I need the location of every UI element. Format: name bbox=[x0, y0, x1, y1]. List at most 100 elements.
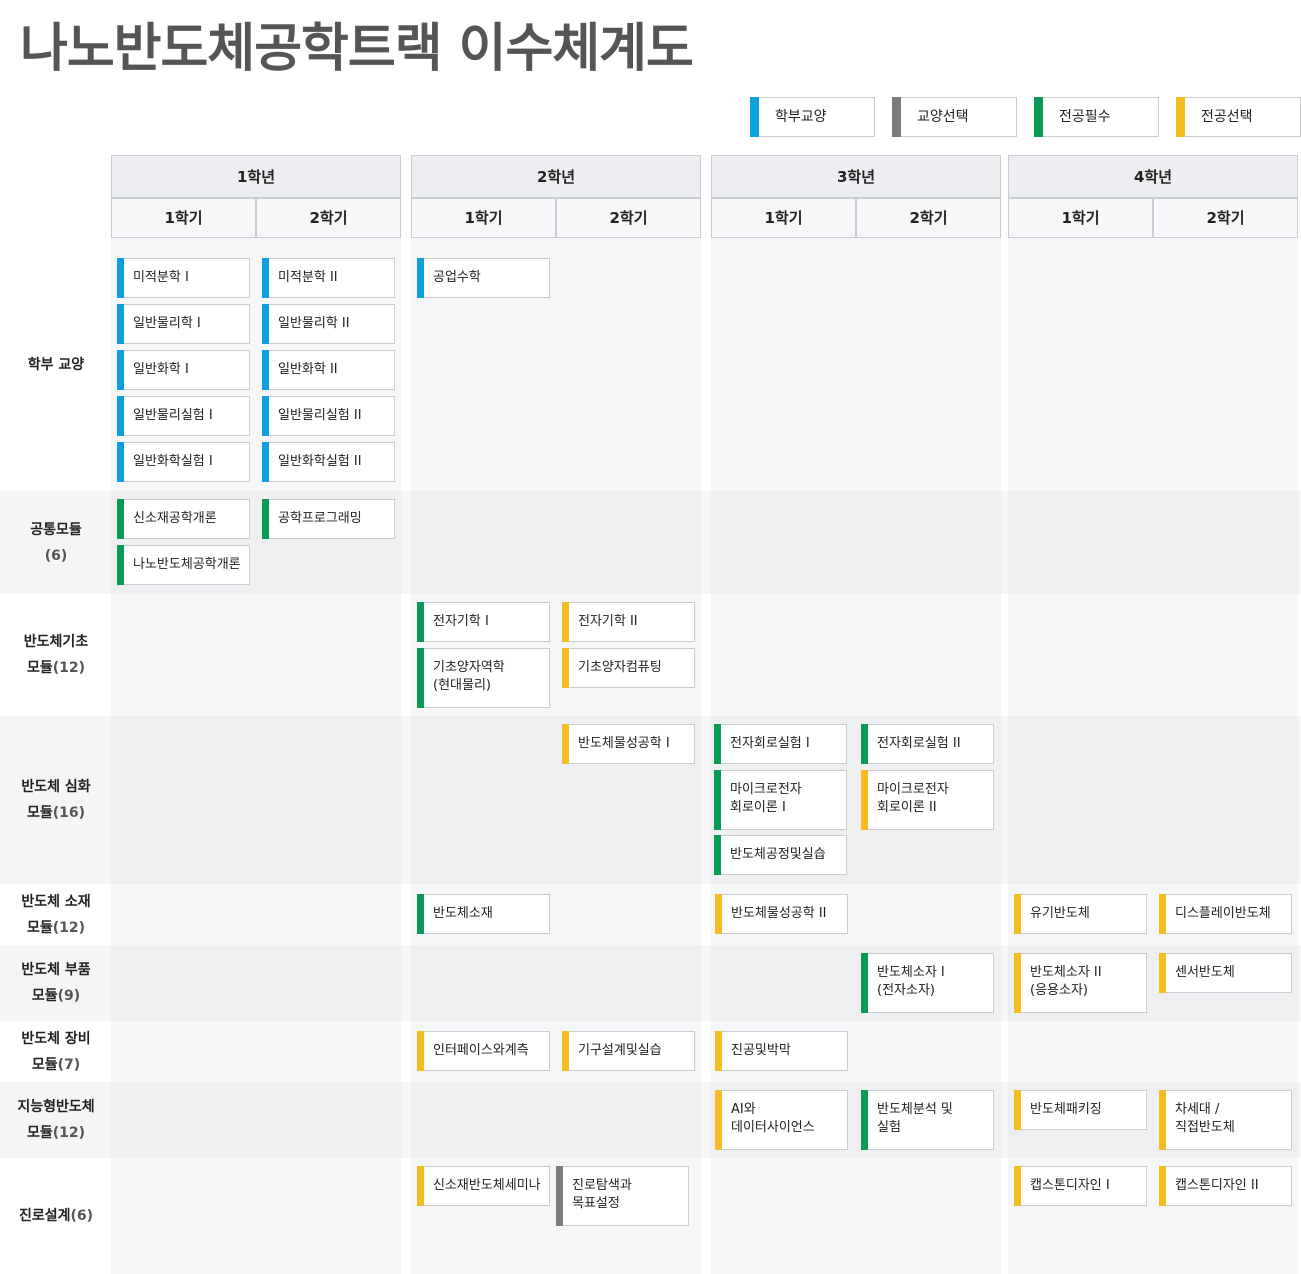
course-name: 신소재공학개론 bbox=[133, 511, 217, 526]
course-card: 공학프로그래밍 bbox=[262, 499, 395, 539]
course-type-bar bbox=[417, 648, 424, 708]
year-column-cell bbox=[711, 1158, 1001, 1274]
course-name: 일반물리학 II bbox=[278, 316, 350, 331]
course-card: 일반화학 I bbox=[117, 350, 250, 390]
course-type-bar bbox=[1014, 953, 1021, 1013]
course-name: 신소재반도체세미나 bbox=[433, 1178, 541, 1193]
course-name: 진로탐색과 목표설정 bbox=[572, 1178, 632, 1211]
course-name: 캡스톤디자인 II bbox=[1175, 1178, 1259, 1193]
course-card: 일반화학실험 I bbox=[117, 442, 250, 482]
course-name: 나노반도체공학개론 bbox=[133, 557, 241, 572]
semester-header: 1학기 bbox=[411, 198, 556, 238]
course-card: 미적분학 II bbox=[262, 258, 395, 298]
course-type-bar bbox=[1014, 1090, 1021, 1130]
row-label-credits: (7) bbox=[57, 1056, 81, 1073]
course-card: 일반물리실험 II bbox=[262, 396, 395, 436]
row-label-title: 공통모듈 bbox=[30, 521, 82, 538]
course-name: AI와 데이터사이언스 bbox=[731, 1102, 815, 1135]
year-column-cell bbox=[1008, 491, 1298, 594]
course-type-bar bbox=[715, 894, 722, 934]
row-label-credits: (9) bbox=[57, 988, 81, 1004]
row-label: 지능형반도체 모듈(12) bbox=[0, 1082, 112, 1158]
semester-header: 2학기 bbox=[556, 198, 701, 238]
year-header: 3학년 bbox=[711, 155, 1001, 198]
legend-label: 전공선택 bbox=[1201, 109, 1253, 125]
year-column-cell bbox=[711, 491, 1001, 594]
course-card: 진로탐색과 목표설정 bbox=[556, 1166, 689, 1226]
semester-header: 2학기 bbox=[1153, 198, 1298, 238]
course-name: 기초양자컴퓨팅 bbox=[578, 660, 662, 675]
course-card: 전자기학 II bbox=[562, 602, 695, 642]
row-label-module: 모듈 bbox=[26, 919, 53, 936]
row-label-title: 반도체 부품 bbox=[21, 962, 91, 978]
course-card: 일반물리학 I bbox=[117, 304, 250, 344]
course-type-bar bbox=[1014, 894, 1021, 934]
course-name: 반도체소자 I (전자소자) bbox=[877, 965, 945, 998]
course-name: 전자기학 II bbox=[578, 614, 638, 629]
course-card: 반도체물성공학 II bbox=[715, 894, 848, 934]
course-card: 반도체소재 bbox=[417, 894, 550, 934]
course-type-bar bbox=[117, 258, 124, 298]
course-card: 인터페이스와계측 bbox=[417, 1031, 550, 1071]
row-label: 반도체 소재 모듈(12) bbox=[0, 884, 112, 945]
course-name: 반도체공정및실습 bbox=[730, 847, 826, 862]
course-card: 캡스톤디자인 II bbox=[1159, 1166, 1292, 1206]
course-name: 디스플레이반도체 bbox=[1175, 906, 1271, 921]
year-column-cell bbox=[111, 1158, 401, 1274]
course-type-bar bbox=[117, 304, 124, 344]
course-card: 유기반도체 bbox=[1014, 894, 1147, 934]
course-card: 진공및박막 bbox=[715, 1031, 848, 1071]
course-name: 캡스톤디자인 I bbox=[1030, 1178, 1110, 1193]
year-column-cell bbox=[111, 945, 401, 1021]
row-label: 반도체 심화 모듈(16) bbox=[0, 716, 112, 884]
course-type-bar bbox=[562, 648, 569, 688]
course-name: 전자회로실험 I bbox=[730, 736, 810, 751]
course-card: 반도체패키징 bbox=[1014, 1090, 1147, 1130]
course-name: 일반화학 I bbox=[133, 362, 189, 377]
course-card: 기초양자컴퓨팅 bbox=[562, 648, 695, 688]
year-header: 2학년 bbox=[411, 155, 701, 198]
row-label-module: 모듈 bbox=[26, 660, 53, 676]
row-label-credits: (16) bbox=[52, 805, 86, 821]
row-label-credits: (12) bbox=[52, 660, 86, 676]
course-card: 캡스톤디자인 I bbox=[1014, 1166, 1147, 1206]
course-card: 미적분학 I bbox=[117, 258, 250, 298]
course-card: 기초양자역학 (현대물리) bbox=[417, 648, 550, 708]
course-card: 일반물리실험 I bbox=[117, 396, 250, 436]
course-type-bar bbox=[417, 602, 424, 642]
row-label-title: 반도체 심화 bbox=[21, 779, 91, 795]
course-type-bar bbox=[715, 1090, 722, 1150]
course-type-bar bbox=[562, 602, 569, 642]
course-name: 반도체물성공학 II bbox=[731, 906, 827, 921]
course-card: 전자회로실험 I bbox=[714, 724, 847, 764]
course-card: 일반화학 II bbox=[262, 350, 395, 390]
row-label-credits: (6) bbox=[44, 547, 68, 564]
year-column-cell bbox=[111, 594, 401, 716]
course-card: 일반화학실험 II bbox=[262, 442, 395, 482]
course-card: 전자회로실험 II bbox=[861, 724, 994, 764]
course-card: 기구설계및실습 bbox=[562, 1031, 695, 1071]
course-name: 반도체물성공학 I bbox=[578, 736, 670, 751]
course-type-bar bbox=[1014, 1166, 1021, 1206]
course-name: 미적분학 I bbox=[133, 270, 189, 285]
year-column-cell bbox=[711, 238, 1001, 491]
course-name: 반도체분석 및 실험 bbox=[877, 1102, 953, 1135]
row-label: 공통모듈 (6) bbox=[0, 491, 112, 594]
course-type-bar bbox=[262, 258, 269, 298]
course-type-bar bbox=[262, 304, 269, 344]
course-type-bar bbox=[417, 258, 424, 298]
course-name: 기구설계및실습 bbox=[578, 1043, 662, 1058]
row-label-title: 반도체 소재 bbox=[21, 893, 91, 910]
course-type-bar bbox=[861, 770, 868, 830]
course-name: 차세대 / 직접반도체 bbox=[1175, 1102, 1235, 1135]
course-name: 일반화학실험 II bbox=[278, 454, 362, 469]
course-card: 반도체분석 및 실험 bbox=[861, 1090, 994, 1150]
course-card: 나노반도체공학개론 bbox=[117, 545, 250, 585]
row-label: 진로설계(6) bbox=[0, 1158, 112, 1274]
course-name: 일반화학실험 I bbox=[133, 454, 213, 469]
course-name: 마이크로전자 회로이론 II bbox=[877, 782, 949, 815]
course-name: 일반물리실험 II bbox=[278, 408, 362, 423]
row-label: 반도체 장비 모듈(7) bbox=[0, 1021, 112, 1082]
course-card: 전자기학 I bbox=[417, 602, 550, 642]
course-card: 일반물리학 II bbox=[262, 304, 395, 344]
